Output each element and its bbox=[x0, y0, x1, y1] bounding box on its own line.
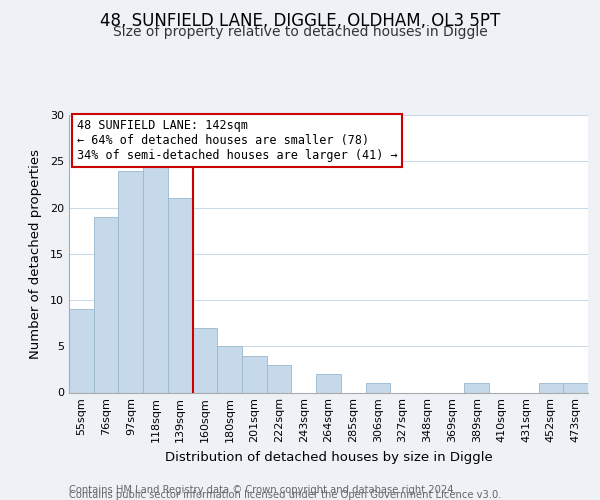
Bar bbox=[464, 383, 489, 392]
Text: 48 SUNFIELD LANE: 142sqm
← 64% of detached houses are smaller (78)
34% of semi-d: 48 SUNFIELD LANE: 142sqm ← 64% of detach… bbox=[77, 119, 397, 162]
X-axis label: Distribution of detached houses by size in Diggle: Distribution of detached houses by size … bbox=[164, 451, 493, 464]
Text: Contains HM Land Registry data © Crown copyright and database right 2024.: Contains HM Land Registry data © Crown c… bbox=[69, 485, 457, 495]
Text: Size of property relative to detached houses in Diggle: Size of property relative to detached ho… bbox=[113, 25, 487, 39]
Y-axis label: Number of detached properties: Number of detached properties bbox=[29, 149, 41, 359]
Bar bbox=[267, 365, 292, 392]
Bar bbox=[563, 383, 588, 392]
Bar bbox=[94, 217, 118, 392]
Bar bbox=[168, 198, 193, 392]
Bar bbox=[539, 383, 563, 392]
Bar bbox=[193, 328, 217, 392]
Text: 48, SUNFIELD LANE, DIGGLE, OLDHAM, OL3 5PT: 48, SUNFIELD LANE, DIGGLE, OLDHAM, OL3 5… bbox=[100, 12, 500, 30]
Bar bbox=[69, 309, 94, 392]
Bar bbox=[217, 346, 242, 393]
Bar bbox=[316, 374, 341, 392]
Bar bbox=[365, 383, 390, 392]
Bar bbox=[143, 161, 168, 392]
Text: Contains public sector information licensed under the Open Government Licence v3: Contains public sector information licen… bbox=[69, 490, 502, 500]
Bar bbox=[242, 356, 267, 393]
Bar bbox=[118, 170, 143, 392]
